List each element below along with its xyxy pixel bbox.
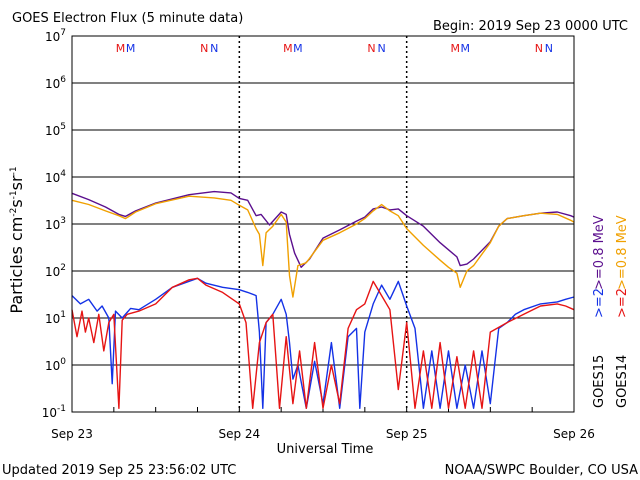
y-tick-label: 107 xyxy=(45,28,66,44)
spacecraft-marker: M xyxy=(283,42,293,55)
y-tick-label: 100 xyxy=(45,357,66,373)
credit: NOAA/SWPC Boulder, CO USA xyxy=(445,463,638,478)
spacecraft-marker: N xyxy=(377,42,385,55)
x-tick-label: Sep 25 xyxy=(386,427,428,441)
right-legend: >=2 >=0.8 MeV >=2 >=0.8 MeV GOES15 GOES1… xyxy=(592,215,630,408)
plot-frame xyxy=(71,35,575,413)
spacecraft-marker: M xyxy=(293,42,303,55)
y-tick-label: 101 xyxy=(45,310,66,326)
legend-goes14-low: >=2 xyxy=(615,288,630,318)
spacecraft-marker: N xyxy=(545,42,553,55)
chart-title: GOES Electron Flux (5 minute data) xyxy=(12,11,243,26)
series-layer xyxy=(71,190,575,409)
x-axis-label: Universal Time xyxy=(277,442,374,457)
spacecraft-marker: N xyxy=(535,42,543,55)
spacecraft-marker: N xyxy=(210,42,218,55)
series-line-0 xyxy=(71,190,575,268)
legend-goes14-high: >=0.8 MeV xyxy=(615,215,630,290)
spacecraft-marker: M xyxy=(450,42,460,55)
x-tick-label: Sep 26 xyxy=(553,427,595,441)
spacecraft-marker: N xyxy=(200,42,208,55)
x-tick-label: Sep 23 xyxy=(51,427,93,441)
begin-time: Begin: 2019 Sep 23 0000 UTC xyxy=(433,19,628,34)
spacecraft-marker: M xyxy=(116,42,126,55)
series-line-2 xyxy=(71,277,575,409)
updated-time: Updated 2019 Sep 25 23:56:02 UTC xyxy=(2,463,236,478)
series-line-3 xyxy=(71,277,575,409)
legend-goes15-name: GOES15 xyxy=(592,355,607,408)
legend-goes14-name: GOES14 xyxy=(615,355,630,408)
legend-goes15-low: >=2 xyxy=(592,288,607,318)
spacecraft-marker: M xyxy=(126,42,136,55)
y-tick-label: 10-1 xyxy=(42,404,66,420)
x-tick-labels: Sep 23 Sep 24 Sep 25 Sep 26 xyxy=(51,427,595,441)
y-tick-label: 102 xyxy=(45,263,66,279)
y-tick-label: 106 xyxy=(45,75,66,91)
series-line-1 xyxy=(71,195,575,298)
y-tick-label: 105 xyxy=(45,122,66,138)
spacecraft-marker: M xyxy=(460,42,470,55)
x-tick-label: Sep 24 xyxy=(218,427,260,441)
legend-goes15-high: >=0.8 MeV xyxy=(592,215,607,290)
y-axis-label: Particles cm-2s-1sr-1 xyxy=(7,166,26,313)
y-tick-label: 104 xyxy=(45,169,66,185)
y-tick-label: 103 xyxy=(45,216,66,232)
y-tick-labels: 107 106 105 104 103 102 101 100 10-1 xyxy=(42,28,67,420)
spacecraft-marker: N xyxy=(367,42,375,55)
